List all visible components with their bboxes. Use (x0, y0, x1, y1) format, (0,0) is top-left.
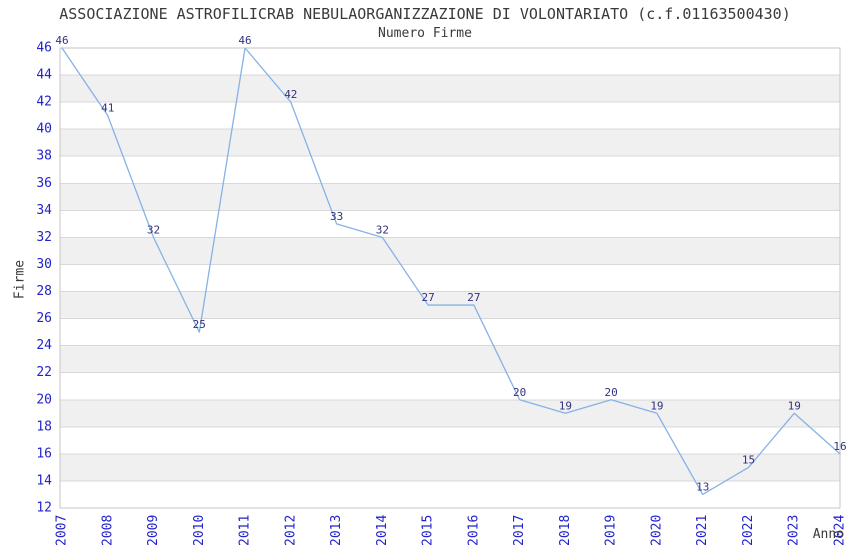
plot-band (60, 426, 840, 454)
plot-band (60, 48, 840, 76)
x-tick-label: 2022 (741, 515, 756, 546)
x-tick-label: 2011 (238, 515, 253, 546)
plot-border (59, 47, 841, 509)
plot-band (60, 264, 840, 292)
point-label: 41 (101, 102, 114, 115)
x-tick-label: 2018 (558, 515, 573, 546)
x-tick-label: 2010 (192, 515, 207, 546)
point-label: 33 (330, 210, 343, 223)
point-label: 15 (742, 453, 755, 466)
plot-band (60, 453, 840, 481)
plot-band (60, 183, 840, 211)
x-tick-label: 2013 (329, 515, 344, 546)
x-tick-label: 2008 (100, 515, 115, 546)
x-tick-label: 2016 (466, 515, 481, 546)
y-tick-label: 44 (36, 68, 52, 83)
plot-band (60, 345, 840, 373)
y-tick-label: 12 (36, 501, 52, 516)
y-tick-label: 46 (36, 41, 52, 56)
x-tick-label: 2017 (512, 515, 527, 546)
x-tick-label: 2009 (146, 515, 161, 546)
plot-band (60, 102, 840, 130)
point-label: 16 (833, 440, 846, 453)
point-label: 20 (605, 386, 618, 399)
x-tick-label: 2024 (833, 515, 848, 546)
x-axis-label: Anno (812, 527, 844, 542)
x-tick-label: 2019 (604, 515, 619, 546)
y-tick-label: 32 (36, 230, 52, 245)
point-label: 42 (284, 88, 297, 101)
y-tick-label: 36 (36, 176, 52, 191)
plot-band (60, 480, 840, 508)
point-label: 19 (559, 399, 572, 412)
plot-band (60, 210, 840, 238)
plot-band (60, 237, 840, 265)
plot-band (60, 129, 840, 157)
x-tick-label: 2014 (375, 515, 390, 546)
chart-subtitle: Numero Firme (378, 26, 472, 41)
chart-title: ASSOCIAZIONE ASTROFILICRAB NEBULAORGANIZ… (59, 5, 791, 23)
y-tick-label: 14 (36, 473, 52, 488)
x-tick-label: 2012 (283, 515, 298, 546)
y-tick-label: 26 (36, 311, 52, 326)
point-label: 32 (147, 223, 160, 236)
point-label: 27 (467, 291, 480, 304)
data-line (61, 47, 841, 496)
x-tick-label: 2023 (787, 515, 802, 546)
plot-band (60, 156, 840, 184)
y-tick-label: 40 (36, 122, 52, 137)
y-tick-label: 20 (36, 392, 52, 407)
plot-band (60, 318, 840, 346)
x-tick-label: 2007 (55, 515, 70, 546)
x-tick-label: 2021 (695, 515, 710, 546)
point-label: 19 (788, 399, 801, 412)
x-tick-label: 2020 (649, 515, 664, 546)
plot-band (60, 75, 840, 103)
y-tick-label: 28 (36, 284, 52, 299)
y-tick-label: 22 (36, 365, 52, 380)
point-label: 46 (238, 34, 251, 47)
plot-band (60, 399, 840, 427)
y-tick-label: 38 (36, 149, 52, 164)
y-tick-label: 16 (36, 446, 52, 461)
point-label: 13 (696, 480, 709, 493)
y-tick-label: 30 (36, 257, 52, 272)
y-tick-label: 34 (36, 203, 52, 218)
y-tick-label: 42 (36, 95, 52, 110)
plot-band (60, 372, 840, 400)
point-label: 19 (650, 399, 663, 412)
point-label: 25 (193, 318, 206, 331)
y-tick-label: 24 (36, 338, 52, 353)
point-label: 27 (421, 291, 434, 304)
x-tick-label: 2015 (421, 515, 436, 546)
point-label: 46 (55, 34, 68, 47)
point-label: 32 (376, 223, 389, 236)
y-tick-label: 18 (36, 419, 52, 434)
point-label: 20 (513, 386, 526, 399)
